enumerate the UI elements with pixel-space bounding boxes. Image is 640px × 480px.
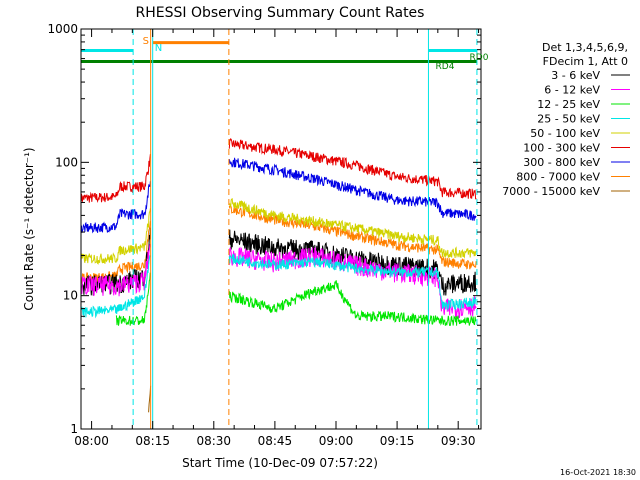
series-2: [80, 157, 477, 234]
marker-label-n: N: [155, 43, 162, 54]
legend-label: 25 - 50 keV: [537, 113, 600, 126]
series-line-after: [228, 138, 477, 200]
y-tick-label: 10: [63, 289, 78, 303]
legend-entry: 6 - 12 keV: [544, 84, 630, 97]
legend-label: 3 - 6 keV: [551, 69, 600, 82]
legend-label: 800 - 7000 keV: [516, 171, 600, 184]
x-tick-label: 09:00: [319, 434, 354, 448]
series-line-before: [80, 153, 151, 204]
series-line-after: [228, 204, 477, 270]
series-7: [80, 254, 477, 319]
annotation-rd4: RD4: [436, 62, 455, 72]
legend-label: 100 - 300 keV: [523, 142, 600, 155]
y-axis: 1 10 100 1000: [47, 22, 481, 436]
series-line-before: [115, 272, 151, 326]
plot-frame: [80, 28, 482, 430]
x-tick-label: 08:15: [135, 434, 170, 448]
x-tick-label: 09:30: [441, 434, 476, 448]
y-axis-label: Count Rate (s⁻¹ detector⁻¹): [22, 147, 36, 310]
series-line-after: [228, 229, 477, 296]
legend-entry: 100 - 300 keV: [523, 142, 630, 155]
series-line-before: [80, 255, 151, 319]
legend-entry: 800 - 7000 keV: [516, 171, 630, 184]
series-line-before: [80, 244, 151, 297]
legend-entry: 3 - 6 keV: [551, 69, 630, 82]
legend-entry: 12 - 25 keV: [537, 98, 630, 111]
legend-entry: 25 - 50 keV: [537, 113, 630, 126]
chart-title: RHESSI Observing Summary Count Rates: [136, 5, 425, 21]
annotation-rd0: RD0: [470, 53, 489, 63]
x-tick-label: 08:45: [258, 434, 293, 448]
legend-label: 6 - 12 keV: [544, 84, 600, 97]
flag-layer: [81, 41, 477, 64]
x-tick-label: 08:30: [196, 434, 231, 448]
y-tick-label: 1: [70, 422, 78, 436]
series-layer: [80, 138, 477, 413]
y-tick-label: 1000: [47, 22, 78, 36]
series-line-after: [228, 254, 477, 311]
legend-entry: 7000 - 15000 keV: [502, 185, 630, 198]
legend-label: 50 - 100 keV: [530, 127, 600, 140]
legend-header-line-2: FDecim 1, Att 0: [543, 55, 628, 68]
legend-entry: 50 - 100 keV: [530, 127, 630, 140]
legend-label: 7000 - 15000 keV: [502, 185, 600, 198]
series-line-after: [228, 280, 477, 326]
x-axis-label: Start Time (10-Dec-09 07:57:22): [182, 456, 378, 470]
series-line-before: [80, 208, 151, 265]
series-1: [80, 138, 477, 204]
series-line-after: [228, 197, 477, 259]
legend-header-line-1: Det 1,3,4,5,6,9,: [542, 41, 628, 54]
series-8: [115, 272, 477, 326]
y-tick-label: 100: [55, 155, 78, 169]
legend-label: 12 - 25 keV: [537, 98, 600, 111]
x-tick-label: 09:15: [380, 434, 415, 448]
series-line-before: [80, 181, 151, 234]
legend-label: 300 - 800 keV: [523, 156, 600, 169]
x-axis: 08:00 08:15 08:30 08:45 09:00 09:15 09:30: [74, 29, 480, 448]
x-tick-label: 08:00: [74, 434, 109, 448]
marker-layer: SN: [80, 29, 478, 429]
legend-entry: 300 - 800 keV: [523, 156, 630, 169]
series-4: [80, 197, 477, 265]
footer-timestamp: 16-Oct-2021 18:30: [560, 468, 636, 477]
marker-label-s: S: [143, 36, 149, 47]
series-line-after: [228, 157, 477, 221]
